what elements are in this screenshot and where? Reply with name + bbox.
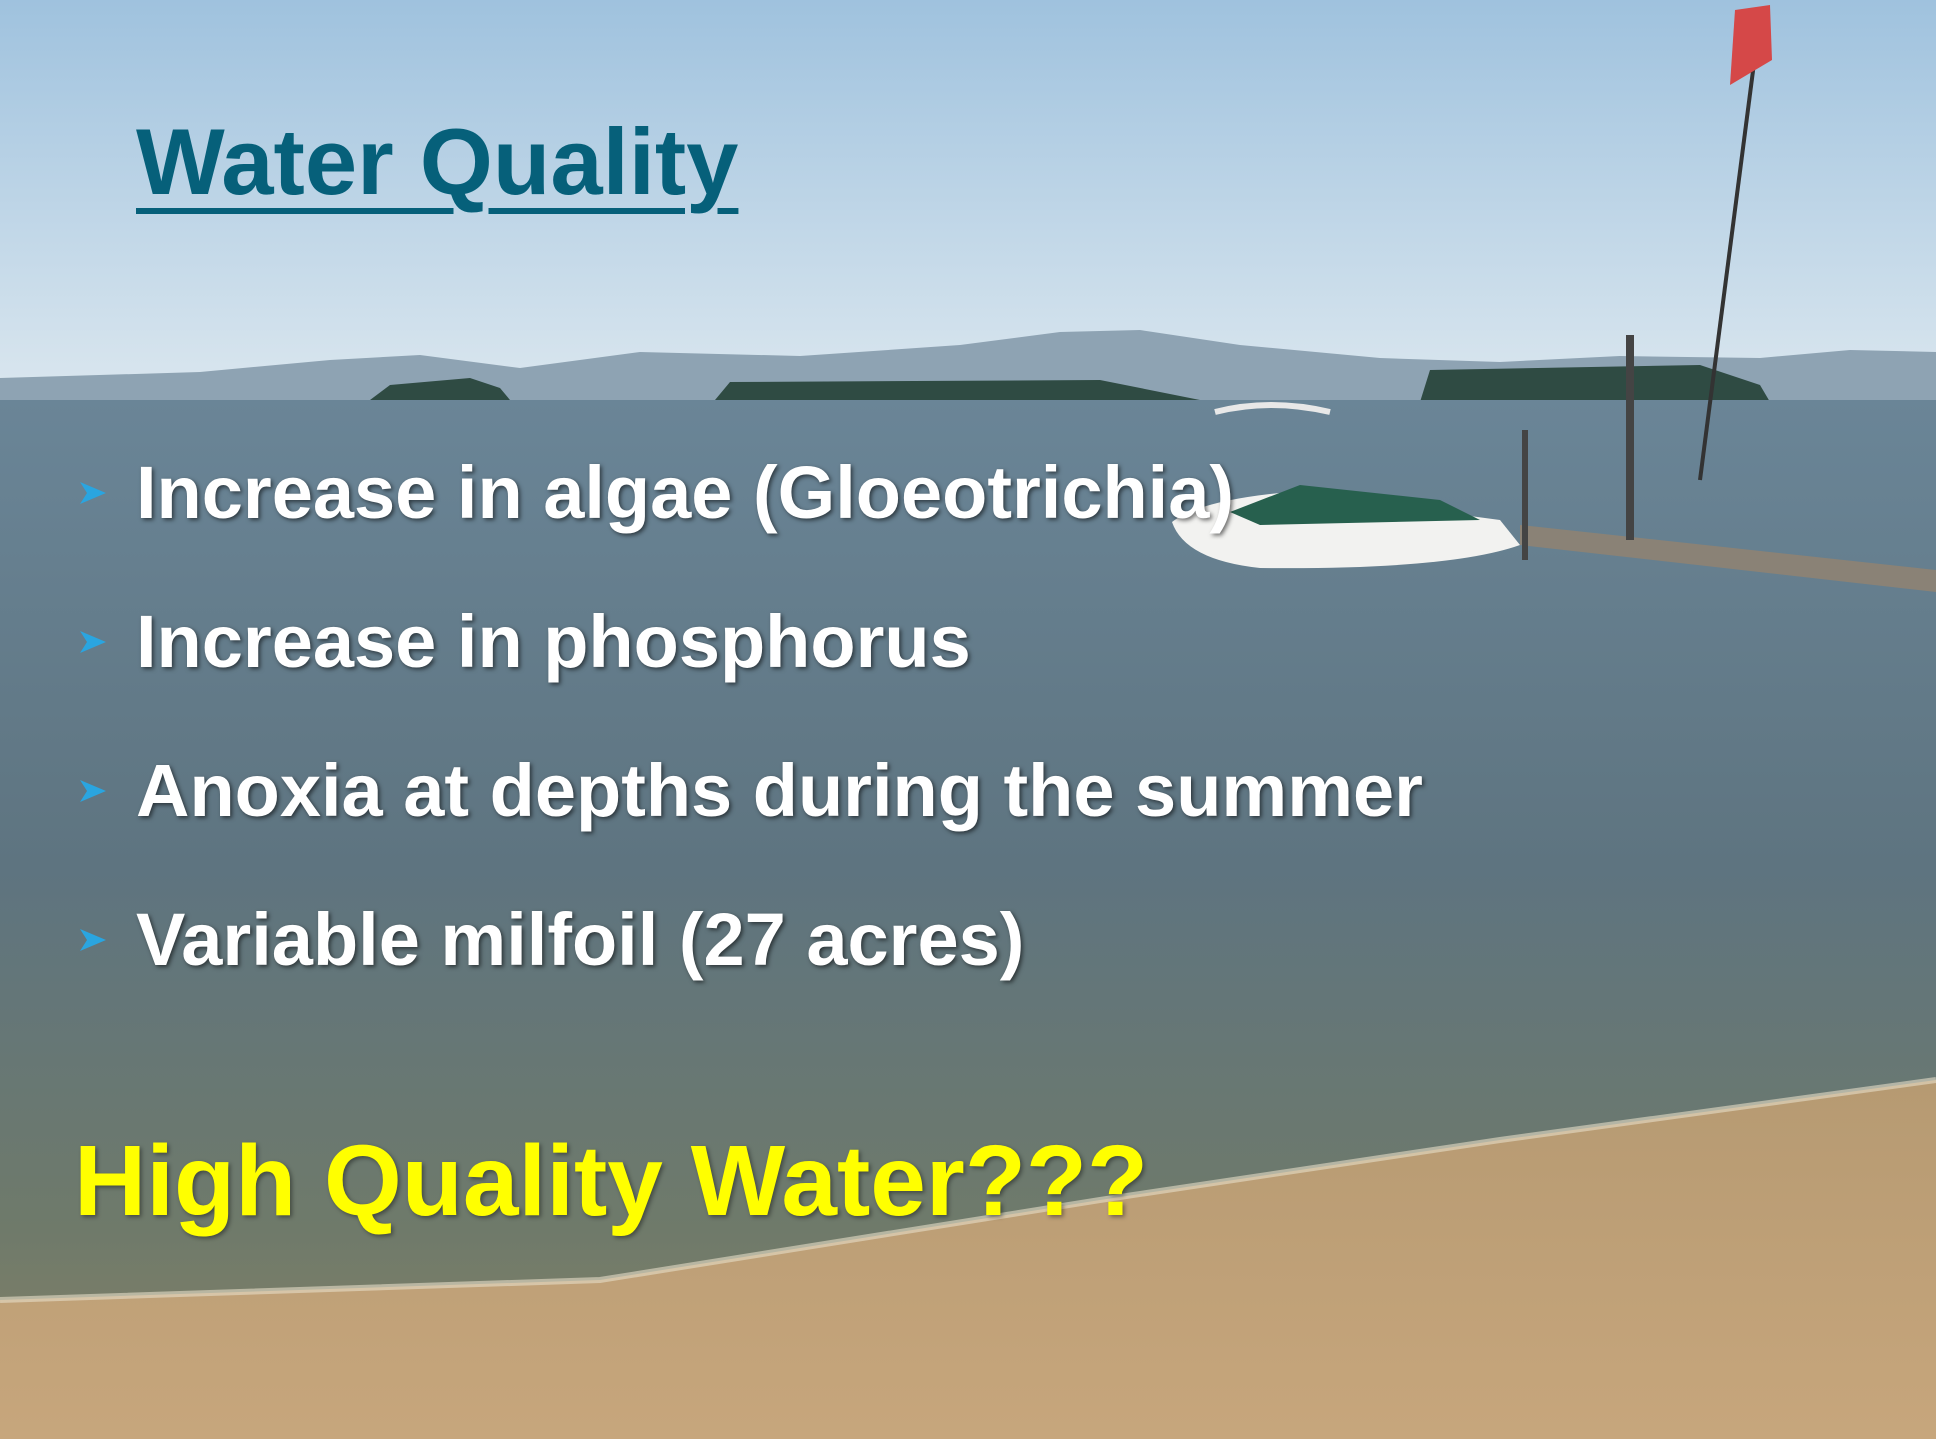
bullet-text: Variable milfoil (27 acres) xyxy=(136,898,1025,981)
slide-title: Water Quality xyxy=(136,109,739,214)
bullet-arrow xyxy=(80,928,106,951)
bullet-item: Increase in phosphorus xyxy=(78,567,1423,716)
bullet-item: Anoxia at depths during the summer xyxy=(78,716,1423,865)
bullet-text: Increase in phosphorus xyxy=(136,600,971,683)
bullet-arrow xyxy=(80,630,106,653)
tagline: High Quality Water??? xyxy=(74,1125,1149,1237)
bullet-list: Increase in algae (Gloeotrichia) Increas… xyxy=(78,418,1423,1014)
bullet-text: Increase in algae (Gloeotrichia) xyxy=(136,451,1235,534)
bullet-item: Variable milfoil (27 acres) xyxy=(78,865,1423,1014)
bullet-item: Increase in algae (Gloeotrichia) xyxy=(78,418,1423,567)
bullet-arrow xyxy=(80,779,106,802)
bullet-text: Anoxia at depths during the summer xyxy=(136,749,1423,832)
bullet-arrow xyxy=(80,481,106,504)
